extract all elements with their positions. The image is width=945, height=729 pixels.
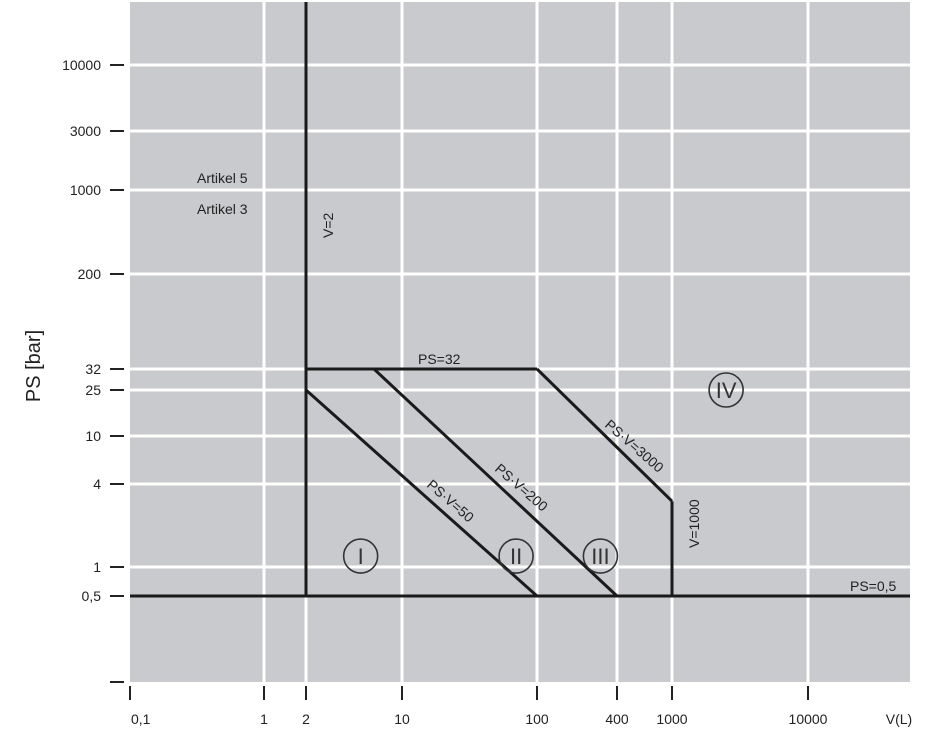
category-circle-iv [708,372,744,408]
label-ps-32: PS=32 [418,351,461,367]
category-circle-i [342,538,379,574]
plot-area [130,2,910,682]
y-tick-label: 0,5 [82,588,102,604]
grid-lines [130,2,910,682]
y-tick-label: 1 [93,559,101,575]
y-axis-title: PS [bar] [23,330,45,402]
x-tick-label: 1 [260,711,268,727]
y-tick-label: 1000 [70,182,101,198]
category-label-iii: III [591,544,609,569]
line-psv-200 [372,367,619,598]
y-tick-label: 3000 [70,123,101,139]
category-label-i: I [358,544,364,569]
category-circle-ii [498,538,534,574]
y-tick-label: 4 [93,476,101,492]
category-label-iv: IV [716,378,737,403]
x-tick-label: 0,1 [131,711,151,727]
x-axis: 0,1 1 2 10 100 400 1000 10000 [129,686,828,727]
y-tick-label: 25 [85,382,101,398]
annotation-artikel-5: Artikel 5 [197,170,248,186]
line-psv-3000 [535,367,674,503]
label-v-1000: V=1000 [686,499,702,548]
x-tick-label: 10000 [789,711,828,727]
x-tick-label: 1000 [656,711,687,727]
y-tick-label: 200 [78,266,102,282]
label-v-2: V=2 [320,212,336,238]
x-tick-label: 10 [394,711,410,727]
category-label-ii: II [510,544,522,569]
y-tick-label: 10000 [62,57,101,73]
y-tick-label: 10 [85,428,101,444]
category-circle-iii [582,538,619,574]
y-axis: 10000 3000 1000 200 32 25 10 4 1 0,5 [62,57,124,683]
line-psv-50 [305,388,538,598]
x-tick-label: 2 [302,711,310,727]
y-tick-label: 32 [85,361,101,377]
series-lines [130,2,910,598]
annotation-artikel-3: Artikel 3 [197,201,248,217]
x-tick-label: 100 [525,711,549,727]
x-axis-title: V(L) [886,711,912,727]
label-ps-0-5: PS=0,5 [850,578,897,594]
x-tick-label: 400 [605,711,629,727]
